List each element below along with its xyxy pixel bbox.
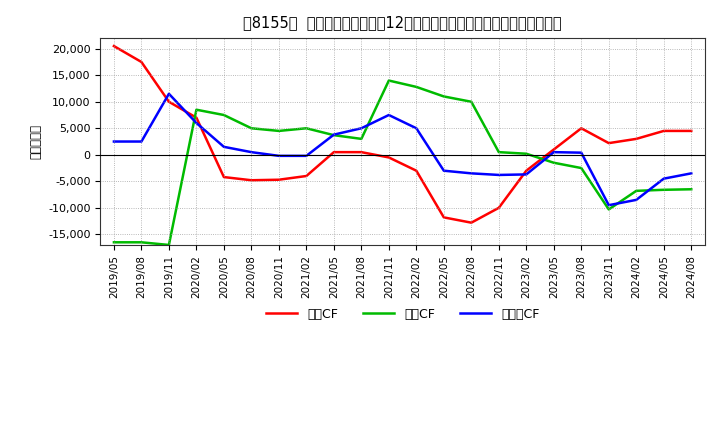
フリーCF	[467, 171, 476, 176]
投資CF	[330, 132, 338, 138]
営業CF	[577, 126, 585, 131]
フリーCF	[439, 168, 448, 173]
フリーCF	[549, 150, 558, 155]
フリーCF	[660, 176, 668, 181]
投資CF	[549, 160, 558, 165]
営業CF	[439, 215, 448, 220]
営業CF	[495, 205, 503, 210]
フリーCF	[165, 91, 174, 96]
フリーCF	[357, 126, 366, 131]
投資CF	[632, 188, 641, 194]
フリーCF	[384, 112, 393, 117]
投資CF	[495, 150, 503, 155]
投資CF	[660, 187, 668, 192]
投資CF	[247, 126, 256, 131]
営業CF	[412, 168, 420, 173]
投資CF	[137, 240, 145, 245]
投資CF	[274, 128, 283, 134]
営業CF	[192, 115, 201, 120]
Title: ［8155］  キャッシュフローの12か月移動合計の対前年同期増減額の推移: ［8155］ キャッシュフローの12か月移動合計の対前年同期増減額の推移	[243, 15, 562, 30]
営業CF	[357, 150, 366, 155]
フリーCF	[109, 139, 118, 144]
営業CF	[522, 168, 531, 173]
営業CF	[384, 155, 393, 160]
営業CF	[467, 220, 476, 225]
営業CF	[660, 128, 668, 134]
フリーCF	[522, 172, 531, 177]
フリーCF	[577, 150, 585, 155]
フリーCF	[330, 132, 338, 137]
フリーCF	[605, 202, 613, 208]
フリーCF	[495, 172, 503, 178]
営業CF	[274, 177, 283, 182]
投資CF	[302, 126, 311, 131]
営業CF	[137, 59, 145, 65]
投資CF	[165, 242, 174, 248]
投資CF	[577, 165, 585, 171]
フリーCF	[687, 171, 696, 176]
投資CF	[192, 107, 201, 112]
営業CF	[220, 174, 228, 180]
営業CF	[247, 178, 256, 183]
フリーCF	[192, 120, 201, 125]
フリーCF	[247, 150, 256, 155]
投資CF	[522, 151, 531, 156]
Line: 投資CF: 投資CF	[114, 81, 691, 245]
営業CF	[165, 99, 174, 104]
営業CF	[605, 140, 613, 146]
フリーCF	[302, 153, 311, 158]
フリーCF	[220, 144, 228, 150]
営業CF	[330, 150, 338, 155]
フリーCF	[412, 126, 420, 131]
投資CF	[412, 84, 420, 90]
営業CF	[687, 128, 696, 134]
投資CF	[357, 136, 366, 142]
投資CF	[439, 94, 448, 99]
営業CF	[632, 136, 641, 142]
営業CF	[109, 44, 118, 49]
フリーCF	[274, 153, 283, 158]
Line: フリーCF: フリーCF	[114, 94, 691, 205]
投資CF	[605, 207, 613, 212]
投資CF	[109, 240, 118, 245]
営業CF	[302, 173, 311, 179]
Legend: 営業CF, 投資CF, フリーCF: 営業CF, 投資CF, フリーCF	[261, 303, 544, 326]
投資CF	[687, 187, 696, 192]
投資CF	[220, 112, 228, 117]
Y-axis label: （百万円）: （百万円）	[30, 124, 42, 159]
投資CF	[384, 78, 393, 83]
営業CF	[549, 147, 558, 152]
フリーCF	[137, 139, 145, 144]
フリーCF	[632, 197, 641, 202]
投資CF	[467, 99, 476, 104]
Line: 営業CF: 営業CF	[114, 46, 691, 223]
